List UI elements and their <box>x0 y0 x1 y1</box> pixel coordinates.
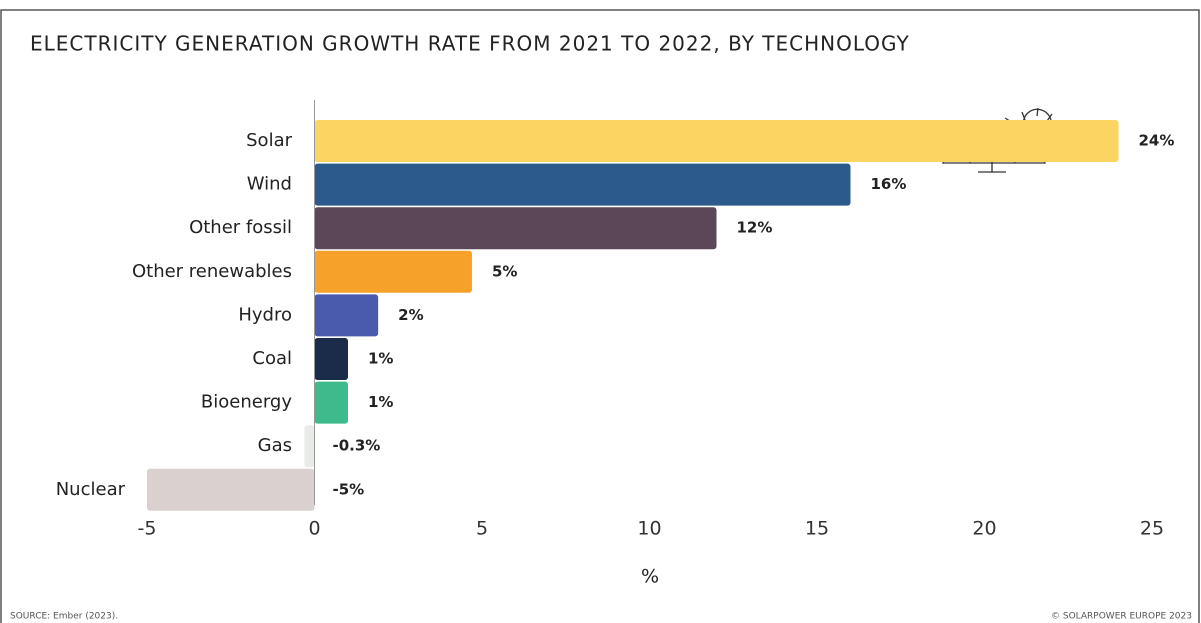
value-label: 5% <box>492 262 517 280</box>
source: SOURCE: Ember (2023). <box>10 612 118 622</box>
bar <box>314 120 1119 162</box>
x-axis-label: % <box>641 566 659 588</box>
x-tick-label: -5 <box>138 518 157 540</box>
copyright: © SOLARPOWER EUROPE 2023 <box>1051 612 1192 622</box>
category-label: Bioenergy <box>201 392 292 413</box>
bar <box>314 250 472 293</box>
category-label: Solar <box>246 130 292 151</box>
value-label: 1% <box>368 350 393 368</box>
x-tick-label: 5 <box>476 518 488 540</box>
category-label: Wind <box>247 174 292 195</box>
category-label: Nuclear <box>56 479 126 500</box>
category-label: Coal <box>252 348 292 369</box>
x-tick-label: 20 <box>972 518 996 540</box>
value-label: -0.3% <box>333 437 381 455</box>
value-label: 2% <box>398 306 423 324</box>
category-label: Gas <box>258 435 292 456</box>
value-label: -5% <box>333 480 365 498</box>
bar <box>147 468 315 511</box>
value-label: 16% <box>871 175 907 193</box>
bar <box>304 425 315 468</box>
bar <box>314 207 717 250</box>
bar <box>314 163 851 206</box>
x-tick-label: 25 <box>1140 518 1164 540</box>
frame <box>0 9 1200 623</box>
value-label: 12% <box>737 219 773 237</box>
category-label: Other fossil <box>189 217 292 238</box>
chart-title: ELECTRICITY GENERATION GROWTH RATE FROM … <box>30 32 910 56</box>
category-label: Hydro <box>238 304 292 325</box>
category-label: Other renewables <box>132 261 292 282</box>
x-tick-label: 10 <box>637 518 661 540</box>
bar <box>314 381 348 424</box>
value-label: 24% <box>1139 132 1175 150</box>
x-tick-label: 15 <box>805 518 829 540</box>
value-label: 1% <box>368 393 393 411</box>
bar <box>314 294 379 337</box>
bar <box>314 338 348 380</box>
x-tick-label: 0 <box>308 518 320 540</box>
